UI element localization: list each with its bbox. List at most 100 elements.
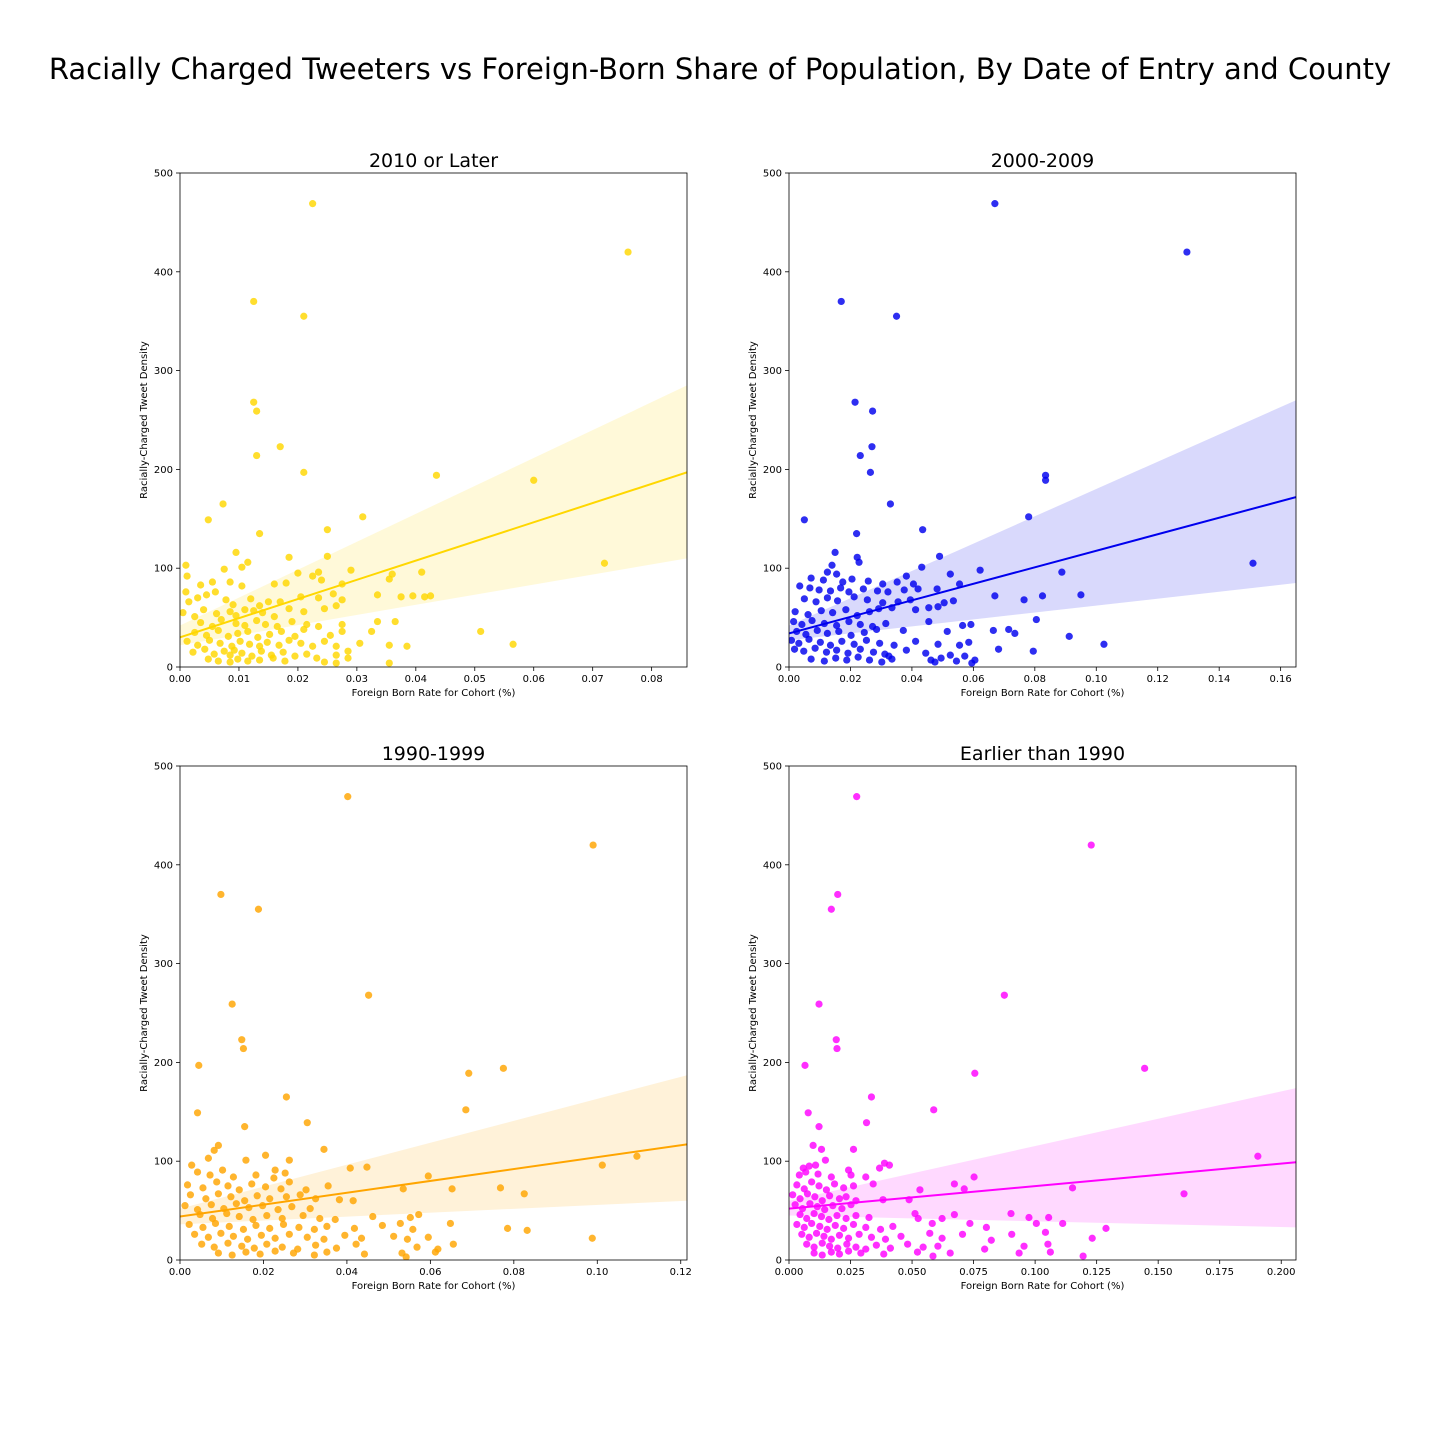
data-point-133 (994, 645, 1003, 653)
data-point-54 (202, 1195, 210, 1203)
data-point-139 (256, 1250, 264, 1258)
data-point-135 (449, 1240, 457, 1248)
data-point-35 (879, 580, 887, 588)
x-tick-label: 0.08 (640, 674, 662, 685)
data-point-15 (919, 526, 927, 534)
data-point-115 (297, 639, 305, 647)
data-point-72 (817, 1212, 826, 1221)
y-tick-label: 100 (154, 564, 173, 575)
data-point-37 (793, 1181, 801, 1189)
data-point-17 (831, 548, 839, 556)
data-point-112 (263, 638, 271, 646)
data-point-4 (300, 312, 308, 320)
data-point-81 (808, 616, 816, 625)
data-point-79 (911, 1209, 919, 1218)
data-point-105 (523, 1226, 531, 1234)
data-point-28 (346, 1164, 354, 1172)
data-point-29 (363, 1163, 371, 1171)
data-point-2 (1087, 841, 1095, 849)
data-point-48 (900, 586, 908, 594)
data-point-51 (1077, 591, 1085, 599)
data-point-95 (254, 633, 262, 641)
data-point-11 (530, 476, 538, 484)
y-tick-label: 400 (763, 860, 782, 871)
panel-title: 2000-2009 (991, 150, 1095, 172)
data-point-10 (1141, 1064, 1149, 1072)
data-point-84 (845, 617, 853, 626)
data-point-78 (1032, 615, 1040, 624)
data-point-112 (897, 1232, 905, 1240)
data-point-134 (1088, 1234, 1096, 1242)
data-point-106 (205, 636, 214, 644)
data-point-10 (499, 1064, 507, 1072)
data-point-107 (835, 1231, 844, 1239)
data-point-54 (329, 590, 337, 598)
data-point-44 (202, 591, 211, 599)
data-point-43 (837, 584, 845, 592)
y-tick-label: 400 (763, 267, 782, 278)
data-point-149 (385, 659, 393, 667)
data-point-117 (1008, 1230, 1016, 1238)
data-point-55 (835, 1195, 844, 1203)
data-point-137 (827, 1248, 835, 1256)
data-point-6 (868, 407, 877, 415)
data-point-85 (856, 620, 864, 629)
data-point-64 (212, 610, 221, 618)
data-point-135 (807, 655, 815, 663)
data-point-82 (1007, 1209, 1015, 1218)
data-point-47 (302, 1186, 310, 1194)
data-point-7 (276, 443, 284, 451)
data-point-66 (949, 597, 957, 605)
data-point-132 (961, 652, 969, 660)
data-point-39 (808, 1178, 816, 1186)
data-point-56 (812, 598, 820, 606)
data-point-114 (303, 1233, 311, 1241)
data-point-86 (406, 1213, 414, 1222)
data-point-103 (805, 1233, 813, 1241)
data-point-5 (365, 991, 373, 999)
data-point-107 (216, 639, 224, 647)
data-point-122 (198, 1240, 206, 1248)
data-point-124 (833, 646, 841, 654)
data-point-1 (853, 793, 861, 801)
data-point-146 (281, 657, 289, 665)
data-point-87 (373, 617, 382, 626)
data-point-48 (324, 1182, 332, 1190)
data-point-140 (271, 1247, 279, 1255)
data-point-98 (872, 625, 881, 634)
data-point-58 (409, 592, 417, 600)
data-point-57 (397, 593, 405, 601)
plot-area (789, 793, 1296, 1260)
data-point-99 (1032, 1219, 1040, 1228)
data-point-50 (796, 1195, 804, 1203)
data-point-110 (244, 1235, 252, 1243)
data-point-147 (971, 656, 979, 664)
y-tick-label: 0 (167, 663, 173, 674)
data-point-55 (338, 596, 346, 604)
data-point-110 (867, 1233, 876, 1241)
data-point-59 (850, 593, 858, 601)
data-point-74 (332, 602, 340, 610)
data-point-105 (789, 636, 796, 644)
data-point-135 (303, 650, 311, 658)
data-point-9 (801, 1061, 809, 1069)
data-point-35 (238, 582, 246, 590)
data-point-135 (810, 1249, 818, 1257)
data-point-46 (222, 596, 230, 604)
regression-line (180, 1143, 687, 1218)
data-point-103 (446, 1219, 454, 1228)
data-point-49 (399, 1185, 407, 1193)
data-point-30 (193, 1168, 202, 1176)
data-point-47 (229, 601, 237, 609)
data-point-104 (183, 637, 191, 645)
data-point-21 (855, 558, 863, 566)
y-axis-label: Racially-Charged Tweet Density (748, 934, 759, 1092)
data-point-16 (241, 1123, 249, 1131)
data-point-75 (842, 1214, 850, 1223)
data-point-3 (837, 297, 845, 306)
data-point-55 (800, 595, 808, 603)
data-point-65 (821, 1206, 829, 1214)
data-point-45 (859, 585, 867, 593)
data-point-136 (820, 657, 828, 665)
data-point-31 (183, 572, 191, 580)
